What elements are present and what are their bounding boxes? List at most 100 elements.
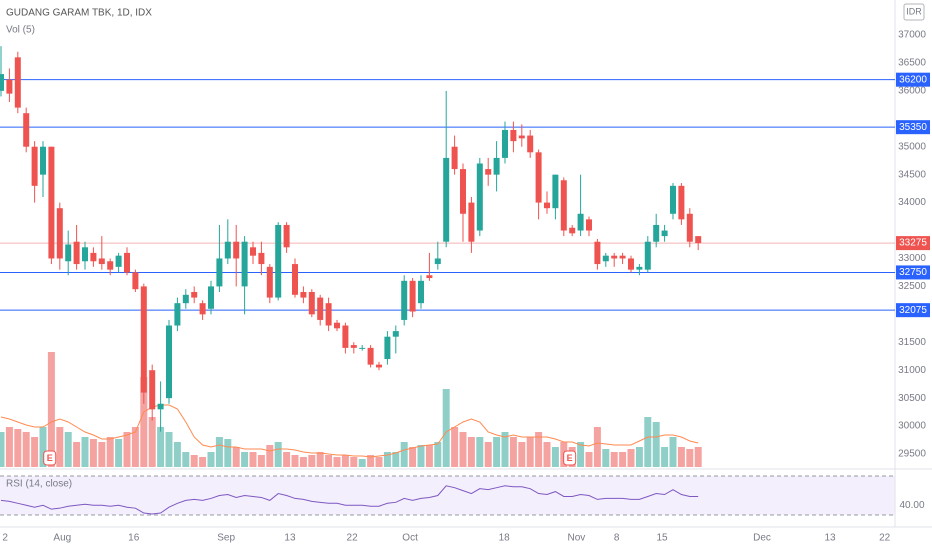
candle-body (107, 261, 114, 270)
candle-body (602, 255, 609, 262)
volume-bar (266, 445, 274, 467)
candle-body (0, 74, 5, 91)
last-price-label: 33275 (899, 238, 927, 249)
x-tick-label: 22 (347, 533, 359, 544)
x-tick-label: Nov (567, 533, 585, 544)
volume-bar (669, 437, 677, 467)
event-label: E (567, 453, 573, 463)
candle-body (510, 129, 517, 142)
level-label-box (896, 265, 930, 280)
candle-body (375, 364, 382, 368)
x-tick-label: 8 (614, 533, 620, 544)
volume-bar (459, 432, 467, 467)
candle-body (535, 152, 542, 203)
x-tick-label: Oct (402, 533, 418, 544)
volume-bar (350, 457, 358, 467)
x-tick-label: 18 (499, 533, 511, 544)
volume-bar (173, 442, 181, 467)
candle-body (258, 252, 265, 265)
candle-body (124, 252, 131, 273)
x-tick-label: Dec (753, 533, 771, 544)
y-tick-label: 36500 (898, 58, 926, 69)
volume-bar (207, 452, 215, 467)
candle-body (619, 255, 626, 259)
candle-body (224, 241, 231, 259)
candle-body (300, 291, 307, 298)
candle-body (459, 169, 466, 214)
level-label: 35350 (899, 122, 927, 133)
currency-box (903, 3, 925, 21)
candle-body (695, 236, 702, 244)
volume-bar (39, 427, 47, 467)
volume-bar (325, 455, 333, 467)
x-tick-label: 2 (2, 533, 8, 544)
volume-bar (157, 427, 165, 467)
volume-bar (425, 445, 433, 467)
candle-body (611, 255, 618, 259)
currency: IDR (906, 6, 922, 16)
candle-body (191, 291, 198, 298)
candle-body (233, 241, 240, 259)
volume-bar (148, 417, 156, 467)
candle-body (569, 227, 576, 234)
volume-bar (215, 437, 223, 467)
candle-body (283, 224, 290, 248)
candle-body (384, 336, 391, 360)
volume-bar (165, 432, 173, 467)
candle-body (476, 163, 483, 231)
volume-bar (358, 459, 366, 467)
volume-bar (493, 437, 501, 467)
candle-body (56, 208, 63, 259)
volume-bar (467, 437, 475, 467)
y-tick-label: 37000 (898, 30, 926, 41)
candle-body (149, 370, 156, 410)
candle-body (585, 219, 592, 231)
volume-bar (64, 432, 72, 467)
x-tick-label: 13 (284, 533, 296, 544)
candle-body (552, 174, 559, 209)
candle-body (661, 230, 668, 237)
event-marker (563, 450, 577, 466)
volume-bar (551, 447, 559, 467)
candle-body (115, 255, 122, 267)
volume-bar (341, 455, 349, 467)
x-tick-label: 16 (128, 533, 140, 544)
volume-bar (291, 455, 299, 467)
candle-body (342, 325, 349, 348)
rsi-band (0, 476, 895, 515)
candle-body (241, 241, 248, 287)
volume-bar (661, 447, 669, 467)
candle-body (678, 185, 685, 220)
candle-body (334, 322, 341, 329)
candle-body (669, 185, 676, 214)
candle-body (6, 79, 13, 94)
level-label: 32075 (899, 305, 927, 316)
candle-body (73, 241, 80, 265)
candle-body (417, 280, 424, 304)
volume-bar (140, 377, 148, 467)
candle-body (501, 129, 508, 158)
volume-bar (5, 427, 13, 467)
candle-body (250, 247, 257, 256)
candle-body (518, 135, 525, 139)
volume-bar (619, 452, 627, 467)
last-price-box (896, 236, 930, 251)
candle-body (543, 202, 550, 209)
x-tick-label: Aug (53, 533, 71, 544)
volume-bar (367, 455, 375, 467)
volume-bar (224, 439, 232, 467)
y-tick-label: 32500 (898, 281, 926, 292)
y-tick-label: 29500 (898, 449, 926, 460)
candle-body (174, 303, 181, 326)
event-label: E (47, 453, 53, 463)
volume-bar (375, 457, 383, 467)
volume-bar (686, 449, 694, 467)
volume-bar (476, 437, 484, 467)
volume-bar (644, 417, 652, 467)
volume-bar (123, 432, 131, 467)
level-label: 32750 (899, 267, 927, 278)
volume-bar (232, 447, 240, 467)
candle-body (140, 286, 147, 393)
volume-bar (585, 452, 593, 467)
